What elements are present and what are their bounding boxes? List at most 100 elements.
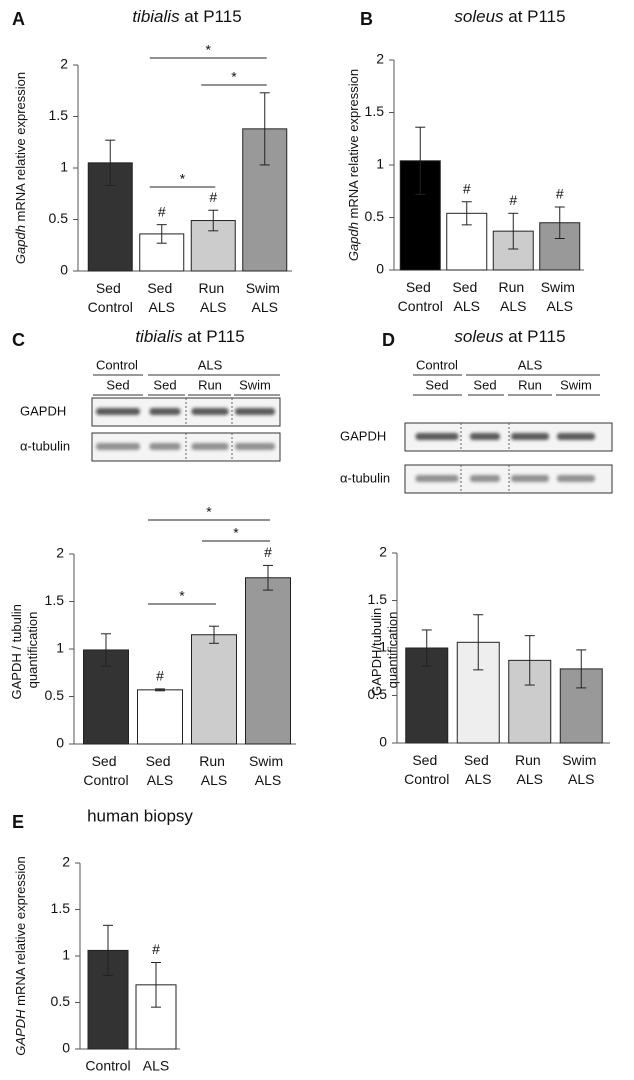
- y-tick-label: 2: [60, 56, 68, 72]
- y-tick-label: 0.5: [49, 210, 69, 226]
- x-tick-label: Swim ALS: [541, 279, 579, 314]
- x-tick-label: Sed ALS: [146, 753, 175, 788]
- panel-letter: E: [12, 812, 24, 832]
- blot-band: [470, 475, 500, 482]
- blot-row-label: GAPDH: [20, 403, 66, 418]
- error-bar: [105, 139, 116, 187]
- bar: [191, 634, 237, 745]
- error-bar: [524, 635, 535, 686]
- y-tick-label: 1: [62, 947, 70, 963]
- error-bar: [554, 206, 565, 239]
- y-tick-label: 0.5: [368, 686, 388, 702]
- chart-title: soleus at P115: [454, 327, 565, 346]
- blot-band: [191, 408, 229, 415]
- blot-row-label: GAPDH: [340, 428, 386, 443]
- x-tick-label: Sed Control: [83, 753, 128, 788]
- x-tick-label: Sed ALS: [464, 752, 493, 787]
- y-tick-label: 1.5: [365, 103, 385, 119]
- x-tick-label: Swim ALS: [562, 752, 600, 787]
- y-axis-label: GAPDH / tubulin quantification: [9, 601, 40, 700]
- error-bar: [508, 212, 519, 250]
- x-tick-label: Run ALS: [498, 279, 528, 314]
- blot-band: [470, 433, 500, 440]
- x-tick-label: Sed ALS: [452, 279, 481, 314]
- significance-mark: #: [152, 941, 160, 957]
- blot-lane-label: Run: [518, 377, 542, 392]
- blot-group-label: Control: [96, 357, 138, 372]
- blot-lane-label: Run: [198, 377, 222, 392]
- blot-band: [96, 408, 140, 415]
- panel-letter: A: [12, 9, 25, 29]
- blot-lane-label: Sed: [106, 377, 129, 392]
- blot-row-label: α-tubulin: [20, 438, 70, 453]
- x-tick-label: Run ALS: [199, 753, 229, 788]
- x-tick-label: Swim ALS: [249, 753, 287, 788]
- y-tick-label: 0: [376, 261, 384, 277]
- panel-letter: D: [382, 330, 395, 350]
- y-tick-label: 0.5: [365, 208, 385, 224]
- blot-lane-label: Sed: [153, 377, 176, 392]
- blot-group-label: ALS: [518, 357, 543, 372]
- y-tick-label: 2: [62, 854, 70, 870]
- y-tick-label: 1.5: [51, 900, 71, 916]
- error-bar: [208, 209, 219, 232]
- blot-band: [511, 433, 549, 440]
- blot-lane-label: Swim: [560, 377, 592, 392]
- significance-mark: #: [156, 668, 164, 684]
- error-bar: [415, 126, 426, 195]
- x-tick-label: Swim ALS: [246, 280, 284, 315]
- chart-title: soleus at P115: [454, 7, 565, 26]
- significance-label: *: [231, 69, 237, 85]
- y-tick-label: 2: [379, 544, 387, 560]
- y-tick-label: 2: [56, 545, 64, 561]
- error-bar: [103, 924, 113, 977]
- blot-band: [557, 475, 595, 482]
- significance-label: *: [233, 525, 239, 541]
- blot-band: [235, 408, 275, 415]
- error-bar: [101, 633, 111, 667]
- blot-lane-label: Sed: [473, 377, 496, 392]
- error-bar: [461, 201, 472, 226]
- x-tick-label: Run ALS: [515, 752, 545, 787]
- y-tick-label: 0.5: [45, 687, 65, 703]
- y-tick-label: 0: [62, 1040, 70, 1056]
- error-bar: [209, 625, 219, 644]
- blot-lane-label: Sed: [425, 377, 448, 392]
- y-axis-label: GAPDH mRNA relative expression: [13, 856, 28, 1055]
- y-tick-label: 1: [379, 639, 387, 655]
- significance-label: *: [206, 504, 212, 520]
- bar: [245, 577, 291, 745]
- chart-title: human biopsy: [87, 806, 193, 825]
- y-tick-label: 1: [56, 640, 64, 656]
- blot-band: [149, 443, 181, 450]
- error-bar: [576, 649, 587, 689]
- blot-band: [96, 443, 140, 450]
- y-tick-label: 1: [376, 156, 384, 172]
- blot-band: [415, 433, 459, 440]
- error-bar: [151, 962, 161, 1008]
- significance-mark: #: [209, 189, 217, 205]
- panel-letter: C: [12, 330, 25, 350]
- panel-letter: B: [360, 9, 373, 29]
- chart-title: tibialis at P115: [132, 7, 241, 26]
- blot-lane-label: Swim: [239, 377, 271, 392]
- significance-label: *: [180, 171, 186, 187]
- y-tick-label: 1.5: [45, 592, 65, 608]
- significance-mark: #: [264, 544, 272, 560]
- y-tick-label: 1: [60, 159, 68, 175]
- x-tick-label: ALS: [143, 1058, 169, 1074]
- y-tick-label: 0.5: [51, 993, 71, 1009]
- y-tick-label: 0: [60, 262, 68, 278]
- blot-group-label: ALS: [198, 357, 223, 372]
- blot-group-label: Control: [416, 357, 458, 372]
- bar: [508, 659, 552, 744]
- significance-label: *: [206, 42, 212, 58]
- significance-mark: #: [556, 186, 564, 202]
- error-bar: [156, 224, 167, 244]
- x-tick-label: Sed Control: [398, 279, 443, 314]
- blot-band: [149, 408, 181, 415]
- y-tick-label: 0: [56, 735, 64, 751]
- error-bar: [263, 564, 273, 591]
- y-axis-label: Gapdh mRNA relative expression: [346, 69, 361, 261]
